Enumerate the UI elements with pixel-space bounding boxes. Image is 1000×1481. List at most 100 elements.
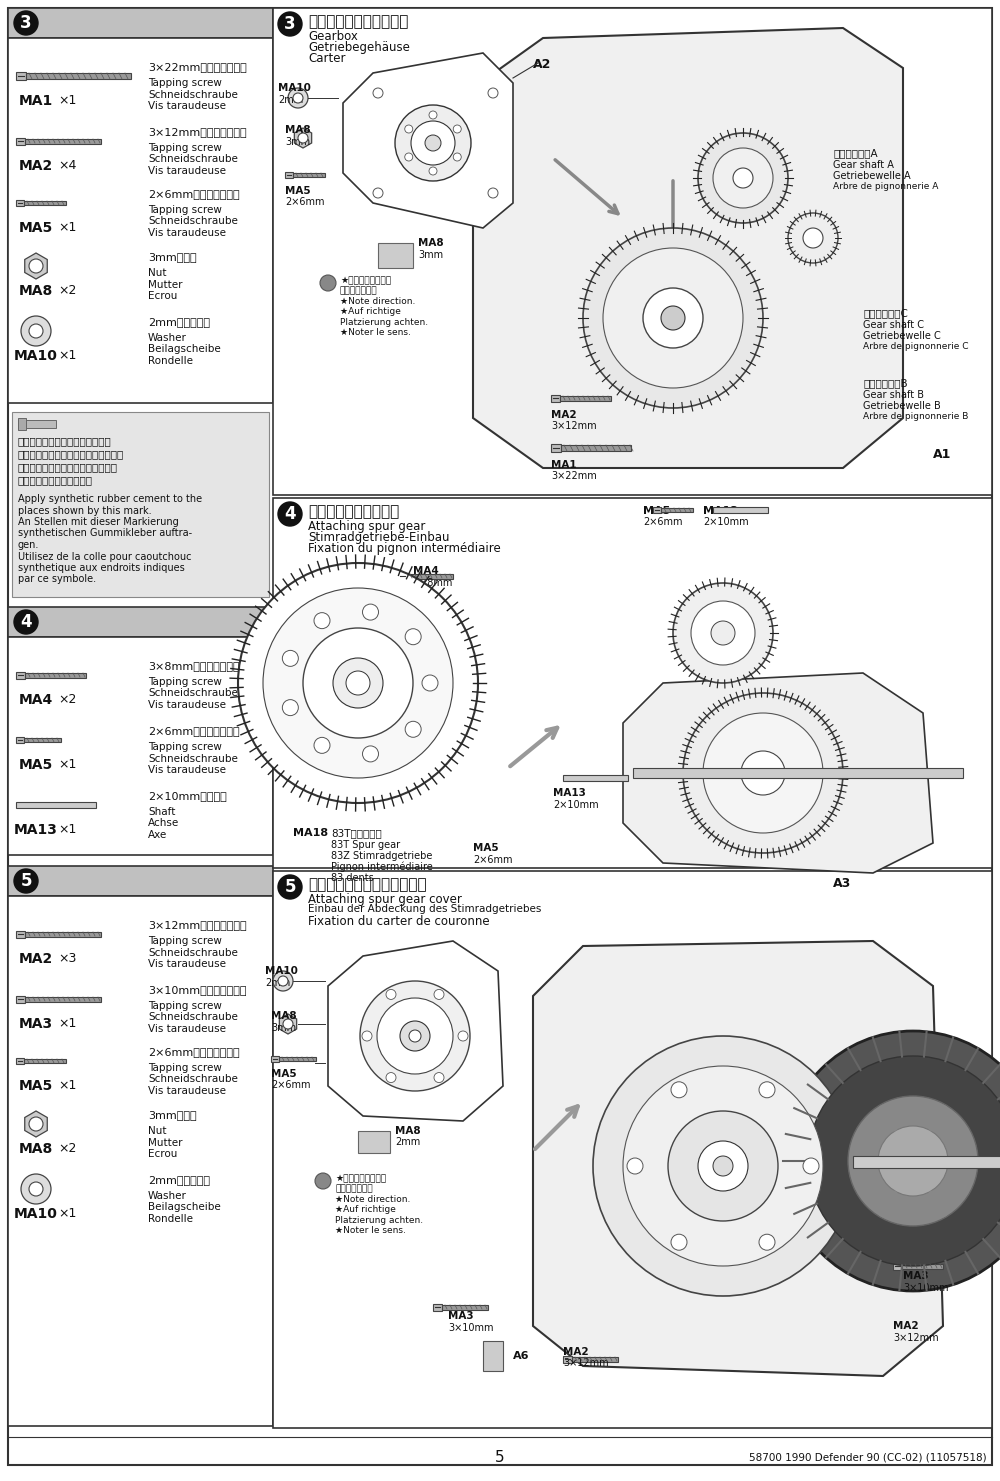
Text: Schneidschraube: Schneidschraube (148, 216, 238, 227)
Circle shape (422, 675, 438, 692)
Bar (18, 418, 26, 429)
Bar (16, 932, 25, 937)
Text: 3×12mm: 3×12mm (563, 1358, 609, 1368)
Text: Vis taraudeuse: Vis taraudeuse (148, 166, 226, 176)
Circle shape (671, 1234, 687, 1250)
Bar (285, 172, 293, 178)
Text: Schneidschraube: Schneidschraube (148, 1075, 238, 1084)
Bar (902, 1263, 943, 1269)
Text: An Stellen mit dieser Markierung: An Stellen mit dieser Markierung (18, 517, 179, 527)
Circle shape (386, 1072, 396, 1083)
Text: 2mmワッシャー: 2mmワッシャー (148, 317, 210, 327)
Text: Fixation du pignon intermédiaire: Fixation du pignon intermédiaire (308, 542, 501, 555)
Text: 3×10mm: 3×10mm (903, 1283, 948, 1293)
Circle shape (29, 1182, 43, 1197)
Circle shape (434, 989, 444, 1000)
Circle shape (788, 213, 838, 264)
Text: ×1: ×1 (58, 221, 76, 234)
Circle shape (278, 976, 288, 986)
Text: 3mm: 3mm (418, 250, 443, 261)
Bar (25, 139, 101, 144)
Text: ×3: ×3 (58, 952, 76, 966)
Circle shape (14, 869, 38, 893)
Text: MA3: MA3 (448, 1311, 474, 1321)
Text: 58700 1990 Defender 90 (CC-02) (11057518): 58700 1990 Defender 90 (CC-02) (11057518… (749, 1451, 987, 1462)
Bar (18, 421, 56, 428)
Bar (8, 866, 273, 896)
Circle shape (453, 153, 461, 161)
Text: 3mm: 3mm (285, 138, 310, 147)
Text: ×1: ×1 (58, 1080, 76, 1091)
Text: Gear shaft C: Gear shaft C (863, 320, 924, 330)
Circle shape (698, 1140, 748, 1191)
Circle shape (238, 563, 478, 803)
Bar (273, 7, 992, 495)
Text: 3×10mmタッピングビス: 3×10mmタッピングビス (148, 985, 246, 995)
Text: Rondelle: Rondelle (148, 1214, 193, 1223)
Text: Ecrou: Ecrou (148, 290, 177, 301)
Text: Mutter: Mutter (148, 1137, 182, 1148)
Text: Schneidschraube: Schneidschraube (148, 689, 238, 699)
Text: Tapping screw: Tapping screw (148, 204, 222, 215)
Text: 3mmナット: 3mmナット (148, 252, 197, 262)
Text: ギヤボックスの組み立て: ギヤボックスの組み立て (308, 13, 408, 30)
Circle shape (346, 671, 370, 695)
Text: MA2: MA2 (893, 1321, 919, 1331)
Text: Nut: Nut (148, 1126, 166, 1136)
Text: Ecrou: Ecrou (148, 1149, 177, 1160)
Text: Getriebegehäuse: Getriebegehäuse (308, 41, 410, 53)
Text: Fixation du carter de couronne: Fixation du carter de couronne (308, 915, 490, 929)
Circle shape (759, 1234, 775, 1250)
Text: Gear shaft A: Gear shaft A (833, 160, 894, 170)
Text: MA2: MA2 (563, 1348, 589, 1357)
Circle shape (29, 259, 43, 273)
Text: MA13: MA13 (14, 823, 58, 837)
Text: ギヤシャフトB: ギヤシャフトB (863, 378, 908, 388)
Text: Achse: Achse (148, 819, 179, 828)
Text: A6: A6 (513, 1351, 530, 1361)
Text: MA5: MA5 (285, 187, 311, 195)
Bar (398, 573, 407, 581)
Circle shape (434, 1072, 444, 1083)
Bar (893, 1263, 902, 1271)
Circle shape (278, 502, 302, 526)
Bar (653, 507, 661, 512)
Circle shape (673, 584, 773, 683)
Text: Washer: Washer (148, 1191, 187, 1201)
Circle shape (315, 1173, 331, 1189)
Polygon shape (473, 28, 903, 468)
Text: ×1: ×1 (58, 758, 76, 772)
Text: 5: 5 (284, 878, 296, 896)
Text: 83Z Stimradgetriebe: 83Z Stimradgetriebe (331, 852, 432, 860)
Circle shape (411, 121, 455, 164)
Circle shape (593, 1037, 853, 1296)
Circle shape (783, 1031, 1000, 1291)
Text: ×1: ×1 (58, 1207, 76, 1220)
Text: ★部品の向きに注意
してください。
★Note direction.
★Auf richtige
Platzierung achten.
★Noter le s: ★部品の向きに注意 してください。 ★Note direction. ★Auf … (340, 275, 428, 338)
Bar (16, 803, 96, 809)
Bar (8, 39, 273, 403)
Text: 3mmナット: 3mmナット (148, 1109, 197, 1120)
Polygon shape (294, 127, 312, 148)
Bar (16, 997, 25, 1003)
Circle shape (21, 1174, 51, 1204)
Text: 5: 5 (495, 1450, 505, 1465)
Text: MA10: MA10 (14, 350, 58, 363)
Text: MA5: MA5 (643, 507, 670, 515)
Bar (273, 498, 992, 868)
Text: 2×6mm: 2×6mm (473, 855, 512, 865)
Bar (271, 1056, 279, 1062)
Bar (551, 444, 561, 452)
Text: MA1: MA1 (551, 461, 577, 469)
Text: MA8: MA8 (395, 1126, 421, 1136)
Circle shape (808, 1056, 1000, 1266)
Circle shape (643, 287, 703, 348)
Text: スパーギヤの取り付け: スパーギヤの取り付け (308, 504, 399, 518)
Circle shape (14, 10, 38, 36)
Bar (563, 1357, 572, 1363)
Text: Axe: Axe (148, 829, 167, 840)
Text: 2mm: 2mm (278, 95, 303, 105)
Text: Vis taraudeuse: Vis taraudeuse (148, 101, 226, 111)
Text: Tapping screw: Tapping screw (148, 1063, 222, 1074)
Text: 接着する部分を確認して、少量の接: 接着する部分を確認して、少量の接 (18, 462, 118, 472)
